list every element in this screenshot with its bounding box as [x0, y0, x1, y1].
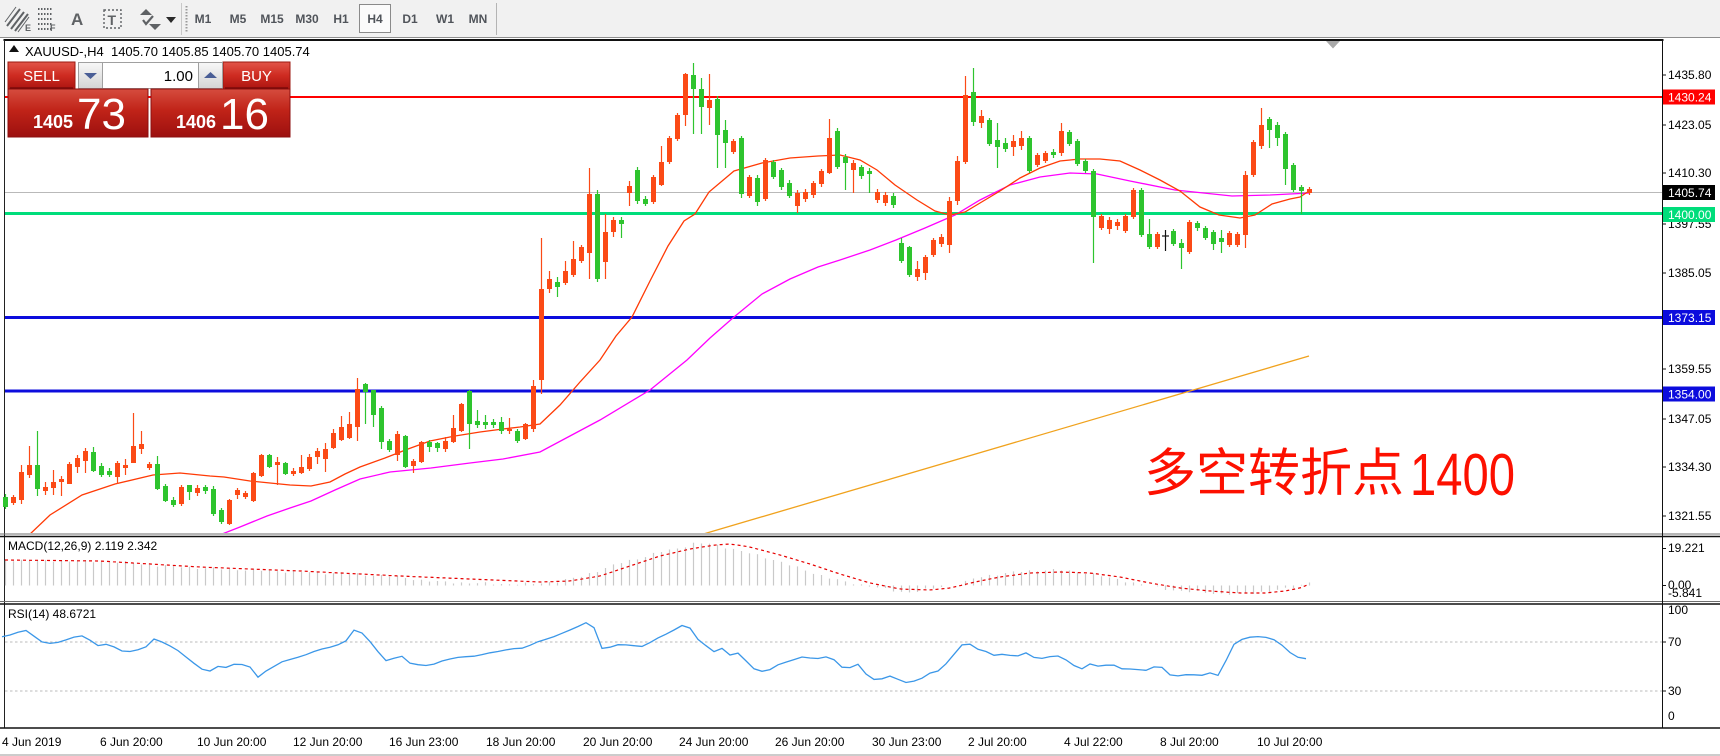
- svg-text:M5: M5: [230, 12, 247, 26]
- svg-text:1400: 1400: [1410, 443, 1515, 508]
- svg-text:1359.55: 1359.55: [1668, 362, 1712, 376]
- svg-text:SELL: SELL: [23, 68, 60, 85]
- svg-text:1334.30: 1334.30: [1668, 460, 1712, 474]
- svg-text:18 Jun 20:00: 18 Jun 20:00: [486, 735, 556, 749]
- svg-text:1405.74: 1405.74: [1668, 186, 1712, 200]
- svg-text:8 Jul 20:00: 8 Jul 20:00: [1160, 735, 1219, 749]
- svg-text:H1: H1: [333, 12, 349, 26]
- svg-text:70: 70: [1668, 635, 1682, 649]
- svg-text:H4: H4: [367, 12, 383, 26]
- svg-text:19.221: 19.221: [1668, 541, 1705, 555]
- svg-text:D1: D1: [402, 12, 418, 26]
- svg-text:12 Jun 20:00: 12 Jun 20:00: [293, 735, 363, 749]
- svg-text:1354.00: 1354.00: [1668, 388, 1712, 402]
- svg-text:73: 73: [77, 90, 126, 139]
- svg-text:M30: M30: [295, 12, 319, 26]
- svg-text:10 Jul 20:00: 10 Jul 20:00: [1257, 735, 1323, 749]
- svg-text:1385.05: 1385.05: [1668, 266, 1712, 280]
- svg-text:30 Jun 23:00: 30 Jun 23:00: [872, 735, 942, 749]
- svg-text:MN: MN: [469, 12, 488, 26]
- svg-text:1405: 1405: [33, 112, 73, 132]
- svg-text:10 Jun 20:00: 10 Jun 20:00: [197, 735, 267, 749]
- svg-text:16: 16: [220, 90, 269, 139]
- svg-text:100: 100: [1668, 603, 1688, 617]
- svg-text:4 Jul 22:00: 4 Jul 22:00: [1064, 735, 1123, 749]
- svg-text:0.00: 0.00: [1668, 578, 1692, 592]
- svg-text:MACD(12,26,9) 2.119 2.342: MACD(12,26,9) 2.119 2.342: [8, 539, 158, 553]
- svg-text:6 Jun 20:00: 6 Jun 20:00: [100, 735, 163, 749]
- svg-text:16 Jun 23:00: 16 Jun 23:00: [389, 735, 459, 749]
- svg-text:1400.00: 1400.00: [1668, 208, 1712, 222]
- svg-text:1373.15: 1373.15: [1668, 311, 1712, 325]
- svg-text:RSI(14) 48.6721: RSI(14) 48.6721: [8, 607, 96, 621]
- svg-text:24 Jun 20:00: 24 Jun 20:00: [679, 735, 749, 749]
- svg-text:XAUUSD-,H4 1405.70 1405.85 14: XAUUSD-,H4 1405.70 1405.85 1405.70 1405.…: [25, 44, 310, 59]
- svg-text:1423.05: 1423.05: [1668, 118, 1712, 132]
- svg-text:F: F: [50, 23, 56, 33]
- svg-text:4 Jun 2019: 4 Jun 2019: [2, 735, 62, 749]
- svg-text:M15: M15: [260, 12, 284, 26]
- svg-text:20 Jun 20:00: 20 Jun 20:00: [583, 735, 653, 749]
- svg-text:30: 30: [1668, 684, 1682, 698]
- svg-text:0: 0: [1668, 709, 1675, 723]
- svg-text:M1: M1: [195, 12, 212, 26]
- svg-text:E: E: [25, 23, 31, 33]
- svg-text:T: T: [108, 12, 117, 28]
- svg-text:W1: W1: [436, 12, 454, 26]
- svg-text:26 Jun 20:00: 26 Jun 20:00: [775, 735, 845, 749]
- svg-text:1435.80: 1435.80: [1668, 68, 1712, 82]
- svg-text:BUY: BUY: [241, 68, 272, 85]
- svg-text:1.00: 1.00: [164, 68, 193, 85]
- svg-text:1321.55: 1321.55: [1668, 509, 1712, 523]
- svg-text:2 Jul 20:00: 2 Jul 20:00: [968, 735, 1027, 749]
- svg-text:-5.841: -5.841: [1668, 586, 1702, 600]
- svg-text:1410.30: 1410.30: [1668, 166, 1712, 180]
- svg-text:1406: 1406: [176, 112, 216, 132]
- svg-text:1347.05: 1347.05: [1668, 412, 1712, 426]
- svg-text:1430.24: 1430.24: [1668, 91, 1712, 105]
- svg-text:A: A: [71, 10, 83, 29]
